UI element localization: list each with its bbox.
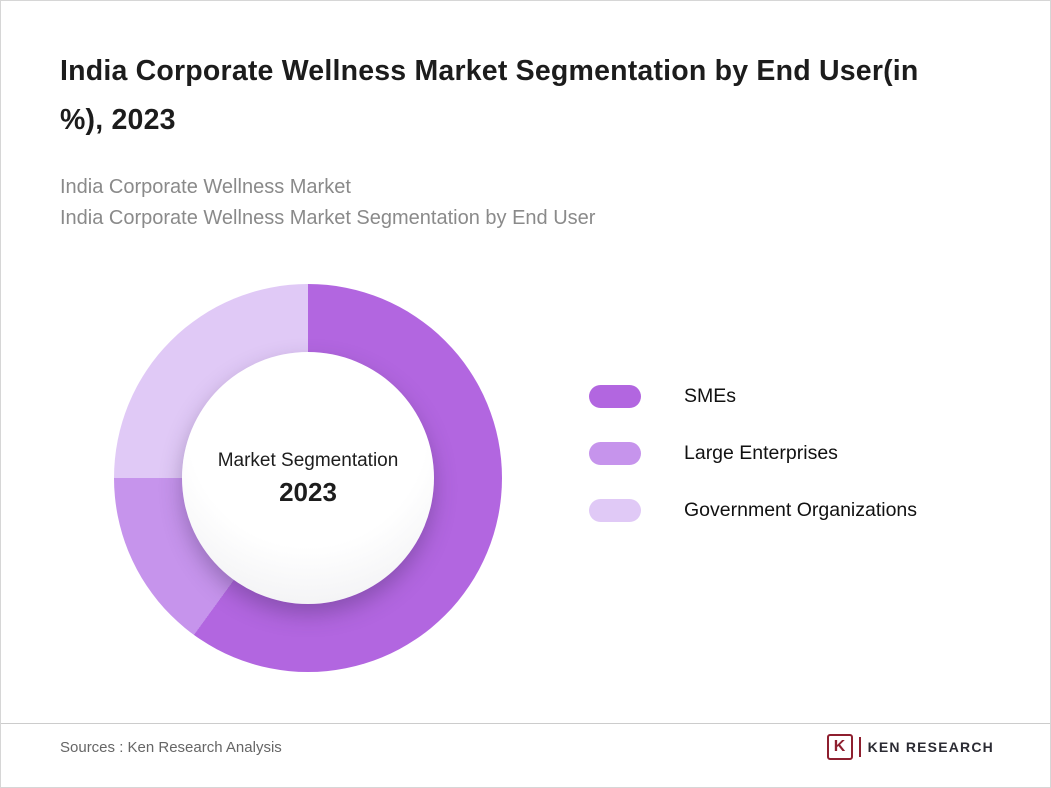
legend-swatch [589,498,641,522]
logo-separator [858,737,861,757]
legend-swatch [589,384,641,408]
logo-text: KEN RESEARCH [867,739,994,755]
subtitle-line-1: India Corporate Wellness Market [60,176,351,198]
subtitle-block: India Corporate Wellness Market India Co… [60,172,595,234]
legend-label: Government Organizations [684,498,918,521]
legend-label: SMEs [684,384,737,407]
donut-center: Market Segmentation 2023 [182,352,434,604]
logo-k-icon: K [826,734,853,760]
donut-center-label: Market Segmentation [217,450,399,471]
page-title: India Corporate Wellness Market Segmenta… [60,55,919,136]
donut-ring: Market Segmentation 2023 [114,284,502,672]
legend-swatch [589,441,641,465]
legend-item: Government Organizations [589,498,917,522]
subtitle-line-2: India Corporate Wellness Market Segmenta… [60,207,596,229]
ken-research-logo: K KEN RESEARCH [826,734,994,760]
footer-divider [1,723,1050,724]
donut-center-year: 2023 [279,477,337,507]
legend-item: SMEs [589,384,917,408]
legend-item: Large Enterprises [589,441,917,465]
chart-legend: SMEs Large Enterprises Government Organi… [589,384,917,555]
legend-label: Large Enterprises [684,441,838,464]
sources-note: Sources : Ken Research Analysis [60,739,282,756]
